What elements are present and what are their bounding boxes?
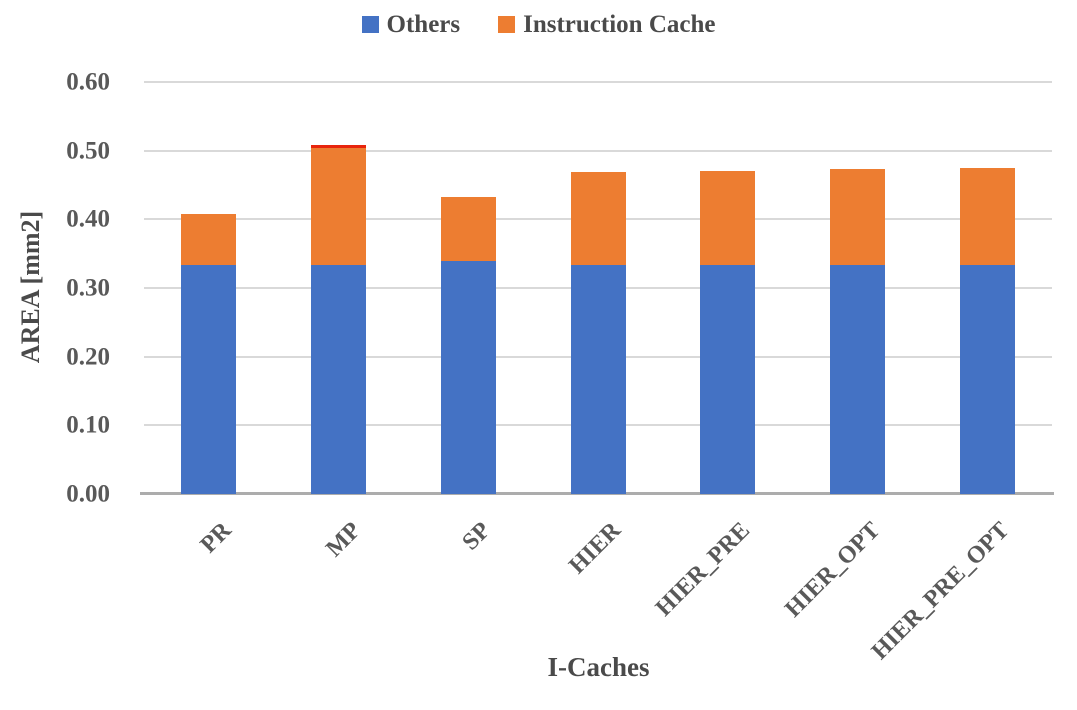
- legend-label: Instruction Cache: [523, 11, 716, 38]
- x-tick-label: SP: [457, 517, 496, 556]
- bar-segment-others: [570, 265, 626, 494]
- y-tick-label: 0.00: [66, 480, 110, 508]
- y-tick-label: 0.20: [66, 343, 110, 371]
- y-tick-label: 0.40: [66, 205, 110, 233]
- plot-area: [140, 81, 1054, 495]
- x-tick-label: HIER_PRE: [651, 517, 756, 622]
- bar-segment-instruction-cache: [570, 171, 626, 266]
- legend-item-instruction-cache: Instruction Cache: [498, 12, 715, 37]
- bar-segment-instruction-cache: [700, 171, 756, 266]
- bar-segment-instruction-cache: [311, 145, 367, 266]
- legend-item-others: Others: [361, 11, 461, 38]
- x-tick-label: MP: [321, 517, 367, 563]
- legend-swatch-others: [361, 16, 379, 33]
- y-tick-label: 0.30: [66, 274, 110, 302]
- bar-segment-instruction-cache: [440, 196, 496, 261]
- x-tick-label: HIER_PRE_OPT: [867, 517, 1015, 665]
- legend-swatch-instruction-cache: [498, 16, 516, 33]
- bar-segment-instruction-cache: [959, 167, 1015, 266]
- legend: Others Instruction Cache: [0, 12, 1077, 37]
- y-tick-label: 0.50: [66, 137, 110, 165]
- bar-segment-others: [181, 265, 237, 494]
- gridline: [144, 149, 1052, 152]
- x-tick-label: HIER_OPT: [779, 517, 886, 623]
- y-tick-label: 0.60: [66, 68, 110, 96]
- bar-segment-others: [829, 265, 885, 494]
- legend-label: Others: [386, 11, 461, 38]
- gridline: [144, 81, 1052, 83]
- bar-segment-others: [700, 265, 756, 494]
- x-tick-label: HIER: [563, 517, 626, 580]
- bar-segment-others: [959, 265, 1015, 494]
- x-tick-label: PR: [195, 517, 237, 559]
- red-top-edge-marker: [311, 145, 367, 149]
- y-tick-label: 0.10: [66, 411, 110, 439]
- bar-segment-others: [440, 260, 496, 494]
- bar-segment-others: [311, 265, 367, 494]
- x-axis-title: I-Caches: [547, 652, 650, 682]
- bar-segment-instruction-cache: [181, 213, 237, 266]
- bar-segment-instruction-cache: [829, 169, 885, 266]
